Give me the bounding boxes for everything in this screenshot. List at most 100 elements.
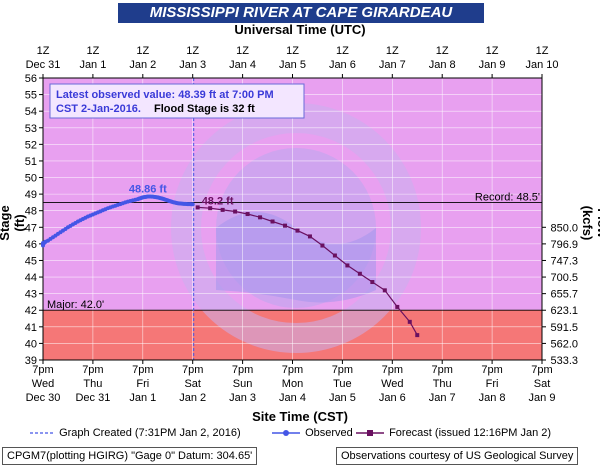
major-label: Major: 42.0' — [47, 299, 104, 311]
top-tick-label: 1Z — [86, 45, 99, 57]
y-tick-label: 54 — [25, 106, 37, 118]
bottom-tick-time: 7pm — [32, 364, 53, 376]
y-tick-label: 52 — [25, 139, 37, 151]
y-tick-label: 55 — [25, 90, 37, 102]
legend-created-label: Graph Created (7:31PM Jan 2, 2016) — [59, 427, 241, 439]
bottom-tick-day: Sun — [233, 378, 253, 390]
y-tick-label: 56 — [25, 73, 37, 85]
bottom-tick-date: Jan 8 — [479, 392, 506, 404]
bottom-tick-time: 7pm — [232, 364, 253, 376]
bottom-tick-date: Jan 3 — [229, 392, 256, 404]
flow-tick-label: 796.9 — [550, 239, 578, 251]
legend-forecast: Forecast (issued 12:16PM Jan 2) — [356, 427, 551, 439]
top-tick-date: Jan 10 — [525, 59, 558, 71]
forecast-point — [332, 253, 337, 258]
info-box-line1: Latest observed value: 48.39 ft at 7:00 … — [56, 89, 274, 101]
legend-observed: Observed — [272, 427, 353, 439]
forecast-point — [233, 209, 238, 214]
top-tick-label: 1Z — [136, 45, 149, 57]
flow-tick-label: 655.7 — [550, 289, 578, 301]
courtesy-footer: Observations courtesy of US Geological S… — [336, 447, 579, 465]
bottom-tick-time: 7pm — [431, 364, 452, 376]
top-tick-label: 1Z — [186, 45, 199, 57]
bottom-tick-day: Wed — [381, 378, 403, 390]
forecast-point — [208, 206, 213, 211]
top-tick-date: Jan 1 — [79, 59, 106, 71]
y-tick-label: 51 — [25, 156, 37, 168]
bottom-axis-title: Site Time (CST) — [252, 409, 348, 424]
top-tick-label: 1Z — [486, 45, 499, 57]
top-tick-date: Jan 6 — [329, 59, 356, 71]
bottom-tick-date: Dec 30 — [26, 392, 61, 404]
bottom-tick-time: 7pm — [332, 364, 353, 376]
observed-peak-label: 48.86 ft — [129, 183, 167, 195]
bottom-tick-date: Jan 5 — [329, 392, 356, 404]
bottom-tick-day: Fri — [136, 378, 149, 390]
bottom-tick-day: Mon — [282, 378, 303, 390]
forecast-point — [370, 280, 375, 285]
forecast-point — [382, 288, 387, 293]
bottom-tick-time: 7pm — [531, 364, 552, 376]
bottom-tick-date: Jan 1 — [129, 392, 156, 404]
info-box-line2: CST 2-Jan-2016. — [56, 103, 141, 115]
record-label: Record: 48.5' — [475, 191, 540, 203]
bottom-tick-day: Sat — [534, 378, 551, 390]
top-tick-date: Jan 8 — [429, 59, 456, 71]
datum-footer: CPGM7(plotting HGIRG) "Gage 0" Datum: 30… — [2, 447, 258, 465]
bottom-tick-time: 7pm — [82, 364, 103, 376]
y-tick-label: 50 — [25, 173, 37, 185]
legend: Graph Created (7:31PM Jan 2, 2016) Obser… — [0, 425, 600, 443]
forecast-point — [270, 219, 275, 224]
y-tick-label: 46 — [25, 239, 37, 251]
top-tick-label: 1Z — [286, 45, 299, 57]
y-tick-label: 49 — [25, 189, 37, 201]
forecast-point — [395, 304, 400, 309]
legend-observed-label: Observed — [305, 427, 353, 439]
bottom-tick-time: 7pm — [182, 364, 203, 376]
noaa-seal-bird — [216, 212, 376, 303]
top-tick-label: 1Z — [336, 45, 349, 57]
top-tick-label: 1Z — [436, 45, 449, 57]
top-tick-date: Dec 31 — [26, 59, 61, 71]
bottom-tick-day: Thu — [433, 378, 452, 390]
top-tick-date: Jan 2 — [129, 59, 156, 71]
forecast-point — [220, 207, 225, 212]
flow-tick-label: 747.3 — [550, 255, 578, 267]
bottom-tick-day: Tue — [333, 378, 352, 390]
bottom-tick-time: 7pm — [382, 364, 403, 376]
dashed-line-icon — [30, 432, 54, 434]
top-tick-label: 1Z — [37, 45, 50, 57]
forecast-point — [195, 205, 200, 210]
bottom-tick-time: 7pm — [481, 364, 502, 376]
y-tick-label: 45 — [25, 255, 37, 267]
forecast-point — [295, 228, 300, 233]
forecast-point — [357, 271, 362, 276]
y-tick-label: 42 — [25, 305, 37, 317]
bottom-tick-day: Wed — [32, 378, 54, 390]
top-tick-label: 1Z — [236, 45, 249, 57]
forecast-point — [415, 333, 420, 338]
forecast-point — [245, 212, 250, 217]
chart-title: MISSISSIPPI RIVER AT CAPE GIRARDEAU — [118, 3, 484, 23]
flow-tick-label: 623.1 — [550, 305, 578, 317]
info-box-flood-stage: Flood Stage is 32 ft — [154, 103, 255, 115]
bottom-tick-day: Fri — [486, 378, 499, 390]
top-tick-date: Jan 7 — [379, 59, 406, 71]
top-axis-title: Universal Time (UTC) — [234, 22, 366, 37]
bottom-tick-time: 7pm — [132, 364, 153, 376]
top-tick-date: Jan 5 — [279, 59, 306, 71]
forecast-point — [320, 243, 325, 248]
forecast-point — [258, 215, 263, 220]
observed-line-icon — [272, 430, 300, 437]
forecast-point — [307, 234, 312, 239]
flow-tick-label: 562.0 — [550, 338, 578, 350]
forecast-point — [283, 223, 288, 228]
observed-point — [190, 202, 195, 207]
forecast-point — [407, 319, 412, 324]
y-tick-label: 41 — [25, 322, 37, 334]
info-box — [49, 83, 305, 119]
flow-tick-label: 700.5 — [550, 272, 578, 284]
top-tick-label: 1Z — [536, 45, 549, 57]
y-tick-label: 43 — [25, 289, 37, 301]
